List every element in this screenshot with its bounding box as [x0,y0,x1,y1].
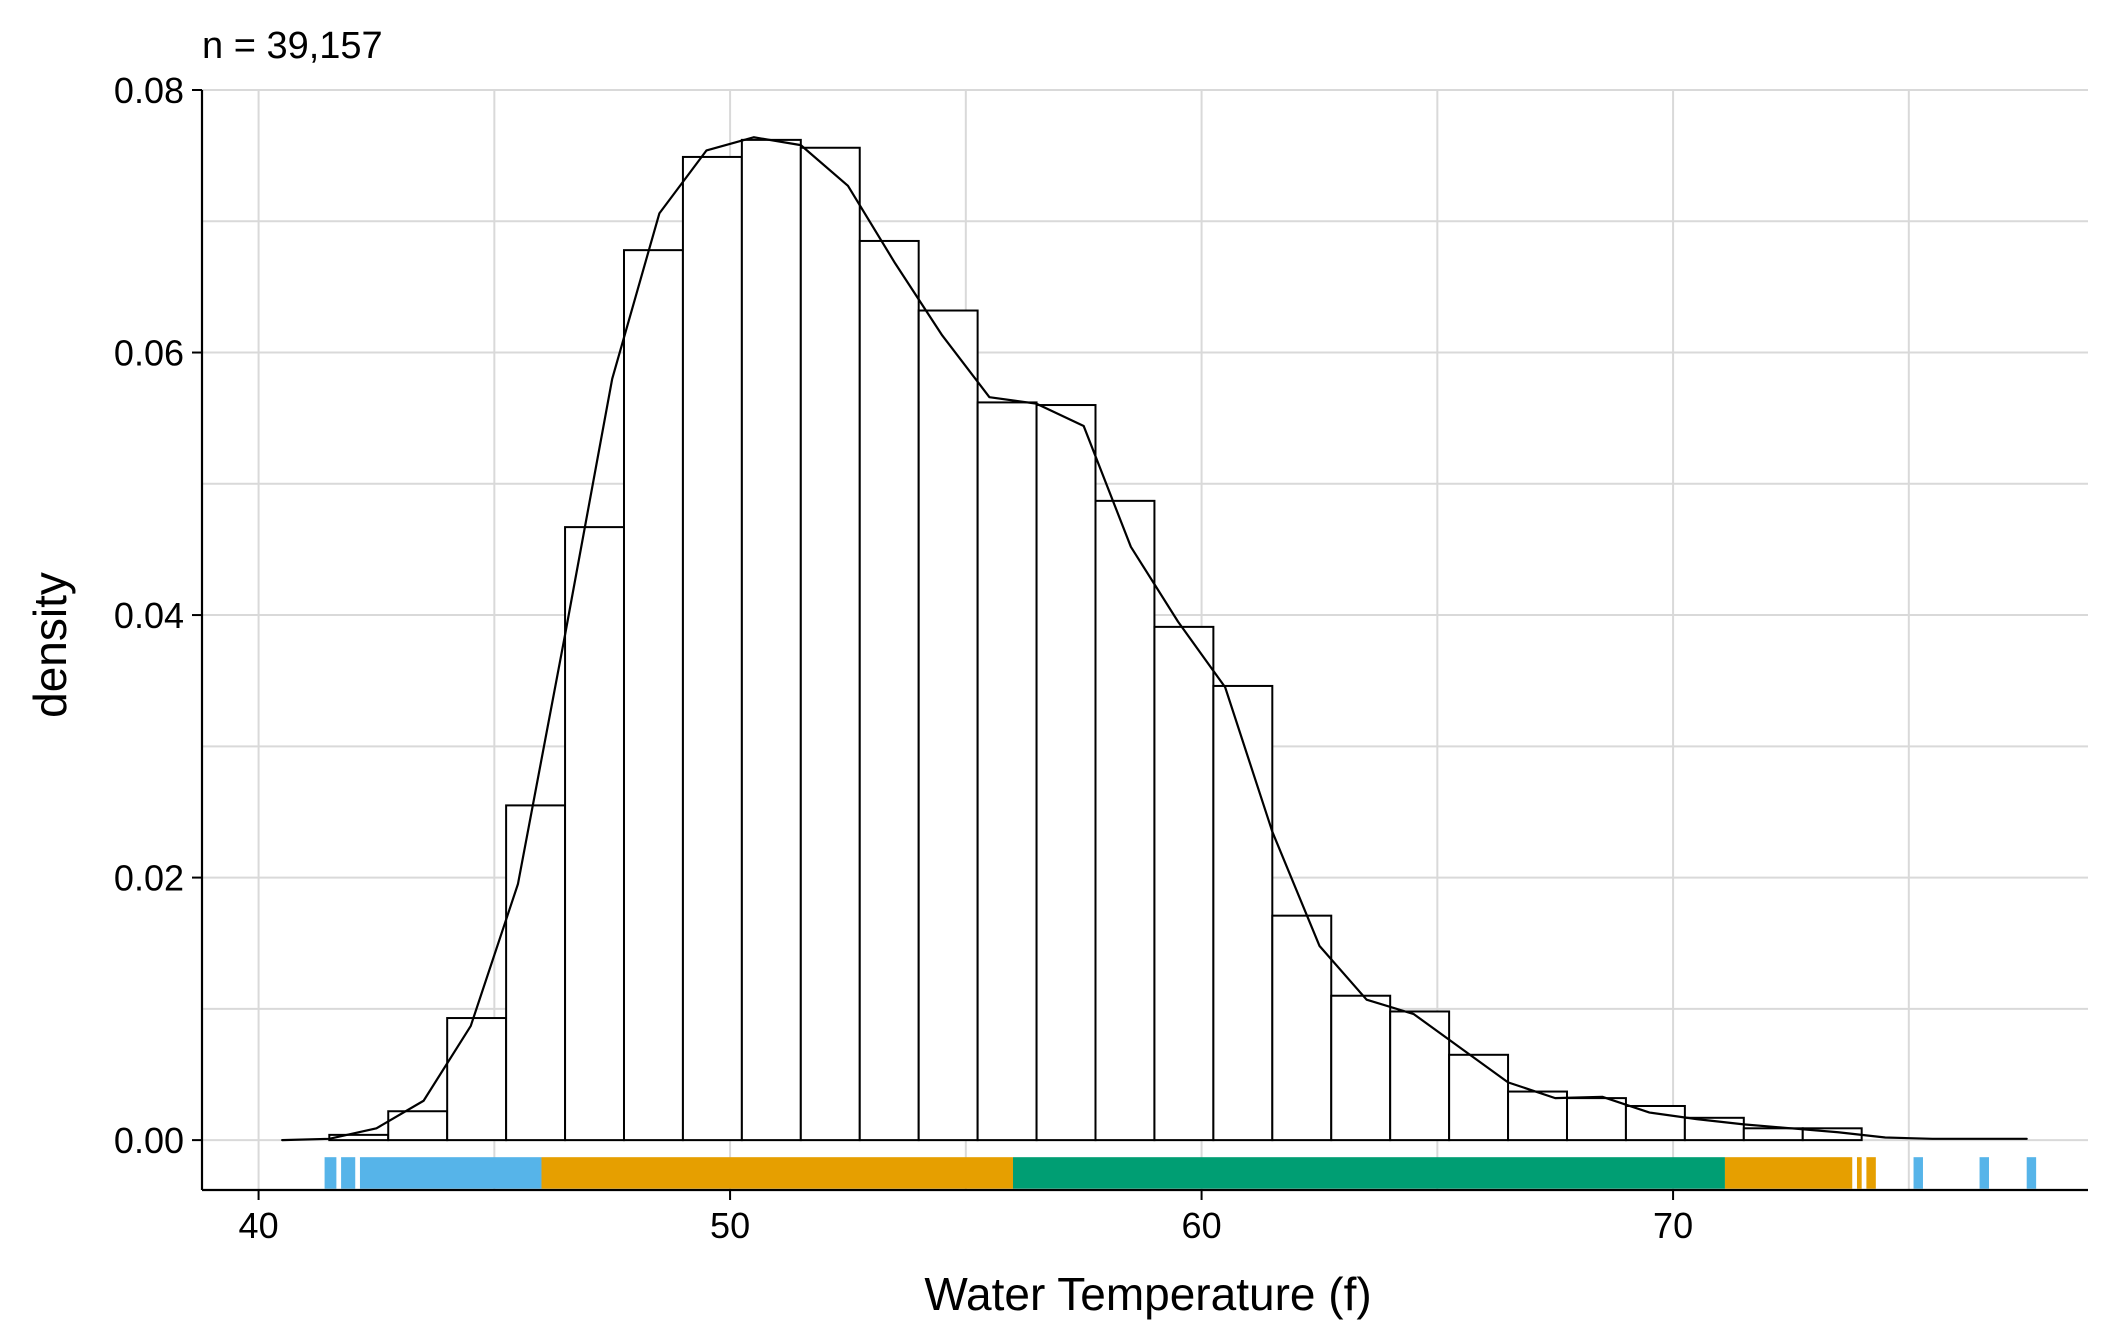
rug-segment-0 [324,1157,337,1189]
rug-segment-3 [541,1157,1013,1189]
histogram-bars [328,138,1863,1142]
density-curve [281,136,2028,1142]
rug-segment-2 [359,1157,542,1189]
axes: 0.00 0.02 0.04 0.06 0.08 40 50 60 70 [114,70,2088,1246]
rug-segment-8 [1913,1157,1923,1189]
chart-subtitle: n = 39,157 [202,25,383,67]
histogram-bar-4 [564,526,625,1142]
histogram-bar-21 [1565,1097,1627,1142]
histogram-bar-20 [1507,1090,1568,1142]
rug-segment-1 [341,1157,356,1189]
rug-segment-5 [1724,1157,1853,1189]
y-axis-title: density [24,572,76,718]
histogram-bar-24 [1742,1127,1804,1142]
rug-segment-6 [1856,1157,1862,1189]
histogram-bar-11 [976,401,1038,1142]
histogram-bar-8 [799,146,861,1142]
histogram-bar-3 [505,804,567,1142]
x-tick-label: 70 [1653,1205,1693,1246]
rug-segment-9 [1979,1157,1989,1189]
x-axis-title: Water Temperature (f) [924,1268,1371,1320]
x-tick-label: 60 [1182,1205,1222,1246]
x-tick-label: 40 [239,1205,279,1246]
histogram-bar-5 [622,249,684,1142]
histogram-bar-10 [917,309,979,1142]
y-tick-label: 0.08 [114,70,184,111]
y-tick-label: 0.04 [114,595,184,636]
y-tick-label: 0.06 [114,333,184,374]
histogram-bar-22 [1624,1104,1686,1142]
rug-segment-7 [1866,1157,1876,1189]
histogram-bar-6 [681,155,743,1142]
histogram-bar-13 [1094,499,1156,1142]
histogram-bar-17 [1330,994,1392,1142]
rug-segment-4 [1012,1157,1725,1189]
y-tick-label: 0.02 [114,858,184,899]
histogram-bar-15 [1212,684,1274,1142]
y-tick-label: 0.00 [114,1120,184,1161]
x-tick-label: 50 [710,1205,750,1246]
histogram-bar-2 [446,1017,508,1142]
histogram-bar-7 [740,138,802,1142]
histogram-bar-14 [1153,625,1215,1142]
rug-segments [324,1157,2037,1189]
rug-segment-10 [2026,1157,2037,1189]
histogram-bar-9 [858,239,920,1142]
density-curve-layer [281,136,2028,1142]
histogram-bar-19 [1448,1053,1510,1142]
histogram-bar-12 [1035,404,1097,1142]
histogram-bar-18 [1389,1010,1451,1142]
histogram-bar-16 [1271,914,1333,1142]
